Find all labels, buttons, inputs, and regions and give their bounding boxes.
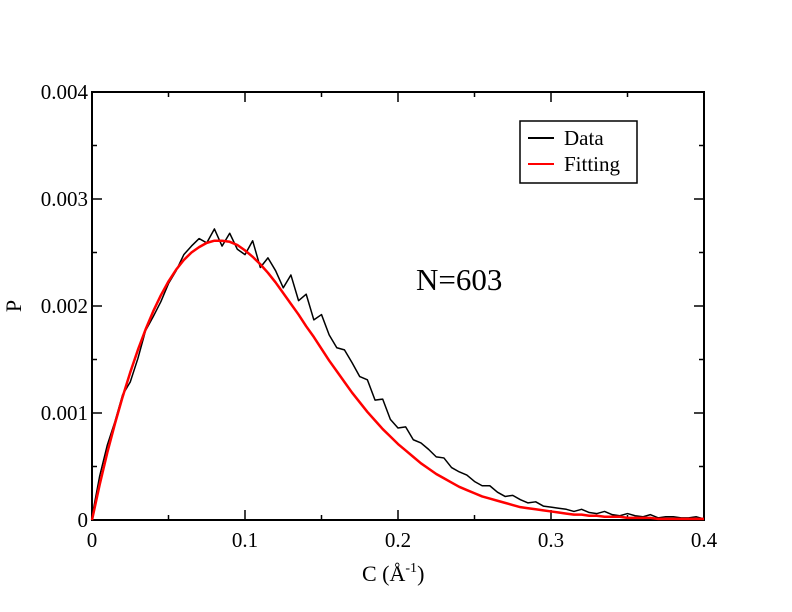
annotation-n: N=603 xyxy=(416,262,502,297)
x-tick-label: 0.1 xyxy=(232,528,258,552)
y-tick-labels: 0 0.001 0.002 0.003 0.004 xyxy=(41,80,89,532)
y-tick-label: 0.001 xyxy=(41,401,88,425)
legend-label-data: Data xyxy=(564,126,604,150)
y-tick-label: 0.003 xyxy=(41,187,88,211)
series-line-data xyxy=(91,228,705,520)
series-layer xyxy=(90,228,705,521)
x-tick-label: 0.2 xyxy=(385,528,411,552)
y-tick-label: 0 xyxy=(78,508,89,532)
legend-box xyxy=(519,120,638,184)
x-tick-label: 0.3 xyxy=(538,528,564,552)
legend: Data Fitting xyxy=(519,120,638,184)
y-tick-label: 0.002 xyxy=(41,294,88,318)
series-line-fitting xyxy=(90,239,704,521)
y-axis-label: P xyxy=(1,300,26,312)
legend-label-fitting: Fitting xyxy=(564,152,621,176)
x-tick-labels: 0 0.1 0.2 0.3 0.4 xyxy=(87,528,718,552)
x-axis-label: C (Å-1) xyxy=(362,561,424,586)
x-tick-label: 0.4 xyxy=(691,528,718,552)
y-tick-label: 0.004 xyxy=(41,80,89,104)
x-tick-label: 0 xyxy=(87,528,98,552)
